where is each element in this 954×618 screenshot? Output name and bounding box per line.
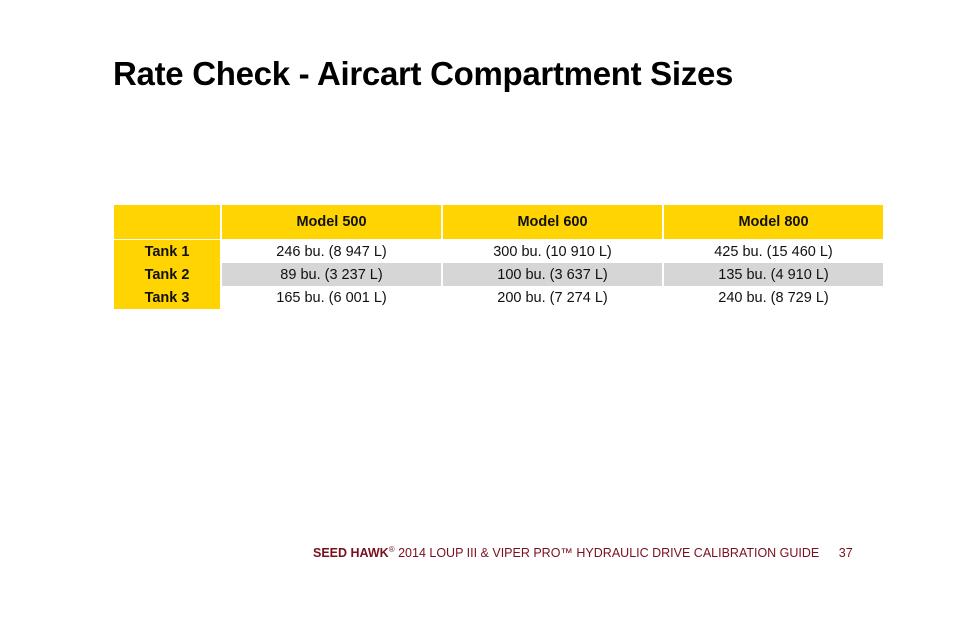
table-cell: 89 bu. (3 237 L) (220, 263, 442, 286)
table-cell: 240 bu. (8 729 L) (662, 286, 883, 309)
table-row: Tank 1 246 bu. (8 947 L) 300 bu. (10 910… (114, 239, 883, 263)
column-header-model-600: Model 600 (441, 205, 663, 240)
table-cell: 300 bu. (10 910 L) (441, 239, 663, 263)
footer-registered-mark: ® (388, 545, 395, 554)
table-row: Tank 2 89 bu. (3 237 L) 100 bu. (3 637 L… (114, 263, 883, 286)
table-row: Tank 3 165 bu. (6 001 L) 200 bu. (7 274 … (114, 286, 883, 309)
compartment-sizes-table: Model 500 Model 600 Model 800 Tank 1 246… (114, 205, 883, 309)
table-header-corner (114, 205, 221, 240)
table-cell: 200 bu. (7 274 L) (441, 286, 663, 309)
row-header-tank-2: Tank 2 (114, 263, 221, 286)
column-header-model-800: Model 800 (662, 205, 883, 240)
page-footer: SEED HAWK® 2014 LOUP III & VIPER PRO™ HY… (313, 545, 853, 560)
table-header-row: Model 500 Model 600 Model 800 (114, 205, 883, 240)
page-title: Rate Check - Aircart Compartment Sizes (113, 55, 734, 92)
row-header-tank-3: Tank 3 (114, 286, 221, 309)
table-cell: 425 bu. (15 460 L) (662, 239, 883, 263)
column-header-model-500: Model 500 (220, 205, 442, 240)
table-cell: 100 bu. (3 637 L) (441, 263, 663, 286)
footer-guide-title: 2014 LOUP III & VIPER PRO™ HYDRAULIC DRI… (398, 546, 820, 561)
table-cell: 135 bu. (4 910 L) (662, 263, 883, 286)
row-header-tank-1: Tank 1 (114, 239, 221, 263)
table-cell: 246 bu. (8 947 L) (220, 239, 442, 263)
footer-brand: SEED HAWK (313, 546, 389, 561)
table-cell: 165 bu. (6 001 L) (220, 286, 442, 309)
page-number: 37 (838, 546, 853, 561)
